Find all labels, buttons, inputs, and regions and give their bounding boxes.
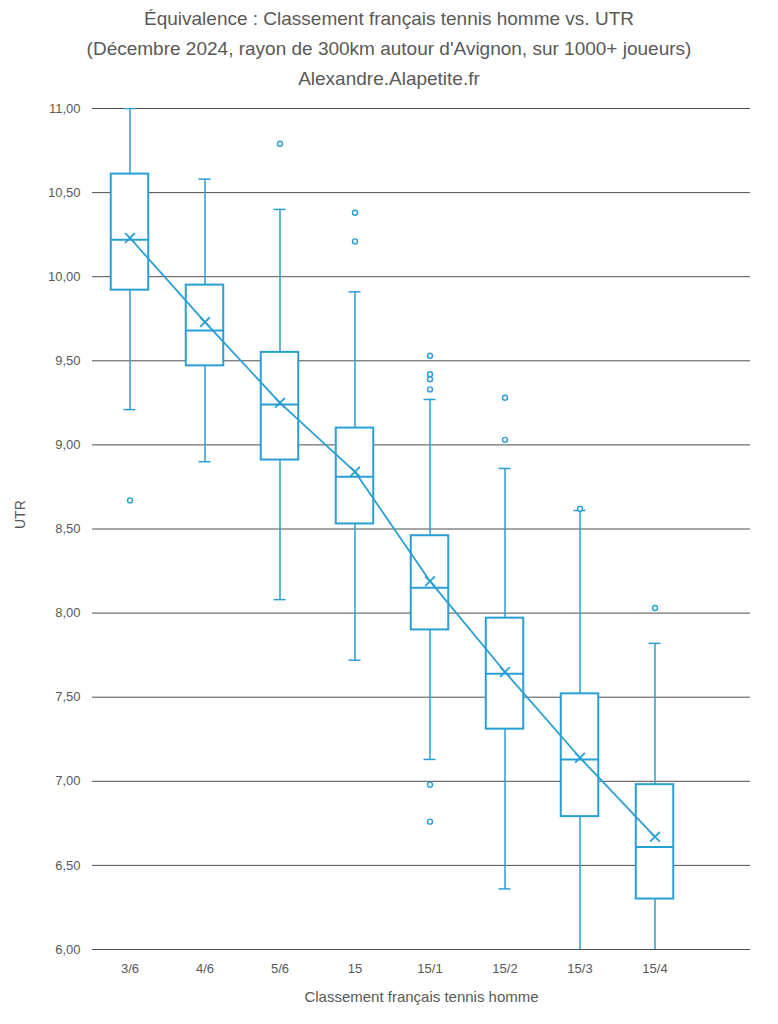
svg-text:9,50: 9,50 [55,353,80,368]
svg-text:10,00: 10,00 [48,269,81,284]
svg-text:4/6: 4/6 [196,961,214,976]
svg-text:15: 15 [348,961,362,976]
svg-text:3/6: 3/6 [121,961,139,976]
svg-text:10,50: 10,50 [48,185,81,200]
svg-text:9,00: 9,00 [55,437,80,452]
svg-text:7,50: 7,50 [55,689,80,704]
svg-text:8,00: 8,00 [55,605,80,620]
svg-text:15/1: 15/1 [417,961,442,976]
svg-text:8,50: 8,50 [55,521,80,536]
svg-text:11,00: 11,00 [49,101,81,116]
svg-text:6,00: 6,00 [55,942,80,957]
svg-text:UTR: UTR [12,500,28,529]
html-text:Équivalence : Classement franç: Équivalence : Classement français tennis… [144,8,634,29]
svg-text:7,00: 7,00 [55,773,80,788]
svg-text:15/2: 15/2 [492,961,517,976]
html-text:Alexandre.Alapetite.fr: Alexandre.Alapetite.fr [298,68,480,89]
svg-text:15/3: 15/3 [567,961,592,976]
svg-text:5/6: 5/6 [271,961,289,976]
html-text:(Décembre 2024, rayon de 300km: (Décembre 2024, rayon de 300km autour d'… [86,38,692,59]
svg-text:Classement français tennis hom: Classement français tennis homme [304,988,538,1005]
svg-text:15/4: 15/4 [642,961,667,976]
svg-text:6,50: 6,50 [55,858,80,873]
